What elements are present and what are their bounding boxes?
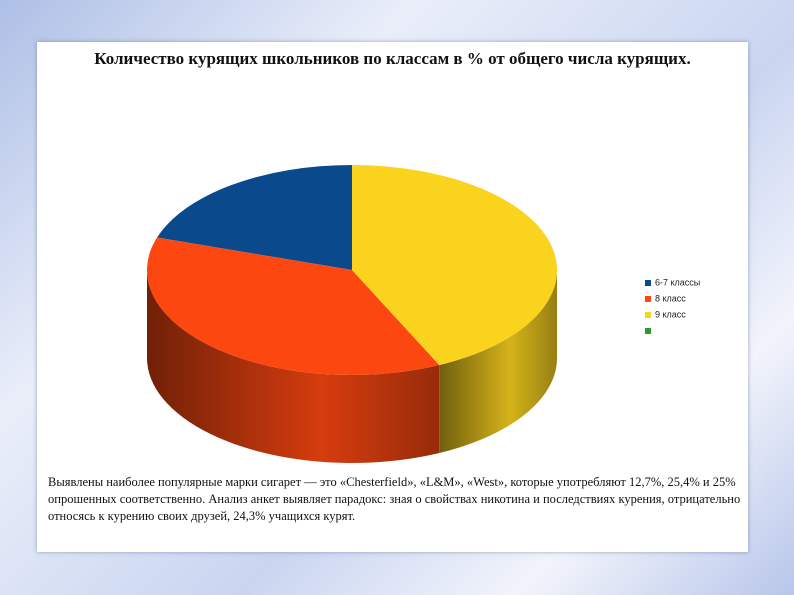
note-text: Выявлены наиболее популярные марки сигар… xyxy=(48,475,741,523)
chart-title: Количество курящих школьников по классам… xyxy=(94,49,691,68)
pie-slice xyxy=(352,165,557,366)
legend-swatch xyxy=(645,296,651,302)
legend-swatch xyxy=(645,312,651,318)
legend-swatch xyxy=(645,280,651,286)
legend-label: 9 класс xyxy=(655,309,686,319)
legend-label: 6-7 классы xyxy=(655,277,700,287)
legend-label: 8 класс xyxy=(655,293,686,303)
pie-side xyxy=(147,270,440,463)
pie-side xyxy=(439,270,557,454)
pie-slice xyxy=(157,165,352,270)
pie-slice xyxy=(147,237,440,375)
legend-swatch xyxy=(645,328,651,334)
